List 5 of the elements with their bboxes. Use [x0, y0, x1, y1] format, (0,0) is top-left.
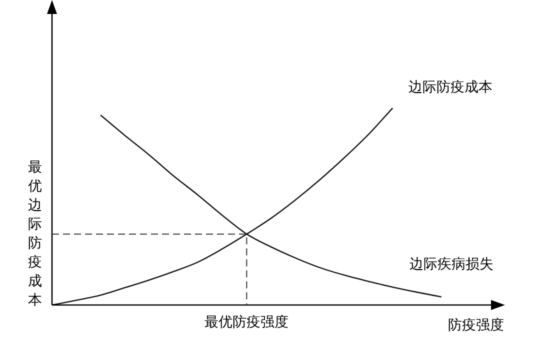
- ref-line-label: 最优边际防疫成本: [28, 159, 42, 308]
- text: 最优防疫强度: [204, 314, 289, 331]
- series-label: 边际防疫成本: [408, 80, 493, 96]
- series-label: 边际疾病损失: [409, 256, 494, 273]
- x-axis-title: 防疫强度: [448, 318, 504, 334]
